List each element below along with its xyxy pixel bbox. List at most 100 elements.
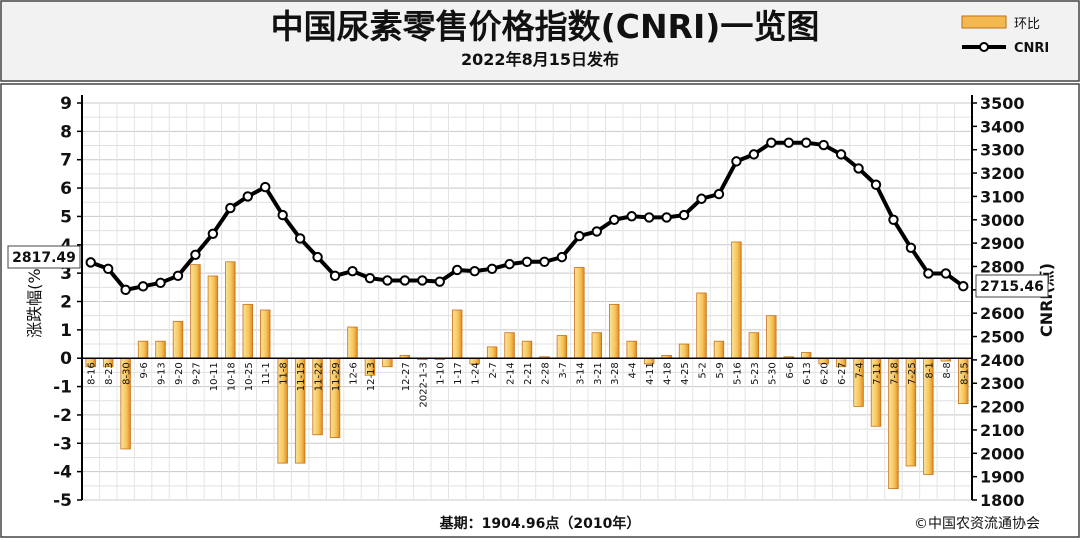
cnri-point-12-13 [364,272,376,284]
footer-base: 基期：1904.96点（2010年） [440,515,641,532]
x-tick-label: 4-4 [628,362,639,378]
cnri-line [85,137,969,296]
y-left-tick-label: 9 [60,94,72,114]
bar-9-20 [172,320,184,359]
bar-2-14 [504,332,515,359]
bar-12-20 [382,357,393,368]
x-tick-label: 8-15 [959,362,970,385]
cnri-point-2-7 [486,263,498,275]
y-left-tick-label: -2 [53,406,72,426]
legend-line-label: CNRI [1014,41,1049,56]
cnri-point-1-24 [469,265,480,277]
chart-title: 中国尿素零售价格指数(CNRI)一览图 [271,7,820,46]
legend-bar-swatch [961,15,1007,29]
x-tick-label: 4-25 [680,362,691,385]
x-tick-label: 7-11 [872,362,883,385]
bar-3-28 [609,303,620,359]
x-tick-label: 7-25 [907,362,918,385]
bar-3-14 [574,267,585,359]
x-tick-label: 8-16 [87,362,98,385]
cnri-point-2-21 [521,256,533,267]
bar-2-21 [521,340,533,359]
y-left-tick-label: 8 [60,122,72,142]
footer-copyright: ©中国农资流通协会 [914,516,1040,532]
bar-9-6 [137,340,149,359]
x-tick-label: 2-21 [523,362,534,385]
x-tick-label: 5-9 [715,362,726,378]
x-tick-label: 1-24 [471,362,482,385]
y-left-tick-label: 1 [60,321,72,341]
cnri-point-7-11 [870,179,882,190]
x-tick-label: 10-18 [226,362,237,391]
cnri-point-2022-1-3 [417,275,428,286]
x-tick-label: 3-14 [575,362,586,385]
y-right-tick-label: 2400 [980,351,1025,370]
cnri-point-1-17 [451,264,463,276]
y-left-tick-label: -3 [53,434,72,454]
cnri-point-1-10 [434,276,445,287]
cnri-point-7-4 [853,163,864,174]
y-left-tick-label: -4 [53,463,72,483]
y-right-tick-label: 3100 [980,187,1025,206]
bar-9-27 [190,264,201,359]
x-tick-label: 5-30 [767,362,778,385]
cnri-point-6-13 [801,137,812,148]
cnri-point-3-21 [591,226,603,237]
y-left-ticks: 9876543210-1-2-3-4-5 [53,94,82,511]
cnri-point-4-18 [661,212,672,223]
x-tick-label: 6-6 [785,362,796,378]
y-left-tick-label: 2 [60,293,72,313]
cnri-point-9-13 [155,277,166,289]
x-tick-label: 11-15 [296,362,307,391]
bar-2-7 [486,346,498,359]
cnri-point-5-2 [696,193,707,204]
x-tick-labels: 8-16 8-23 8-30 9-6 9-13 9-20 9-27 10-11 10-18 10-… [87,362,971,407]
x-tick-label: 2-28 [540,362,551,385]
last-value-box [975,274,1049,298]
y-right-ticks: 3500340033003200310030002900280027002600… [972,94,1025,510]
cnri-point-12-20 [382,275,393,286]
header-band [0,0,1080,82]
y-right-tick-label: 3000 [980,211,1025,230]
y-left-tick-label: 3 [60,264,72,284]
x-tick-label: 5-16 [732,362,743,385]
x-tick-label: 7-18 [889,362,900,385]
y-left-tick-label: 7 [60,151,72,171]
x-tick-label: 6-27 [837,362,848,385]
x-tick-label: 9-13 [157,362,168,385]
first-value-label: 2817.49 [12,250,76,266]
cnri-point-5-23 [748,149,760,160]
y-left-tick-label: -1 [53,378,72,398]
cnri-point-5-16 [731,156,742,167]
y-right-tick-label: 3300 [980,141,1025,160]
x-tick-label: 8-8 [942,362,953,378]
cnri-point-10-11 [207,228,219,239]
x-tick-label: 8-30 [122,362,133,385]
axes [81,95,973,500]
x-tick-label: 6-13 [802,362,813,385]
legend-bar-label: 环比 [1014,17,1040,32]
bar-10-11 [207,275,219,359]
cnri-point-10-25 [242,191,253,202]
cnri-point-8-1 [923,268,934,279]
x-tick-label: 3-21 [593,362,604,385]
cnri-point-8-30 [120,284,131,296]
cnri-point-10-18 [225,202,236,214]
bar-12-6 [347,326,358,359]
bar-5-2 [696,292,707,359]
cnri-point-7-25 [905,242,917,253]
cnri-point-4-4 [626,211,637,222]
cnri-point-9-6 [137,281,149,292]
cnri-point-7-18 [888,214,899,225]
y-right-tick-label: 2800 [980,257,1025,276]
cnri-point-8-15 [958,281,969,292]
cnri-point-6-20 [818,139,829,151]
cnri-point-4-25 [678,209,690,221]
bar-10-18 [225,261,236,359]
y-left-tick-label: 6 [60,179,72,199]
bar-3-21 [591,332,603,359]
x-tick-label: 4-11 [645,362,656,385]
x-tick-label: 2-14 [506,362,517,385]
x-tick-label: 8-1 [924,362,935,378]
